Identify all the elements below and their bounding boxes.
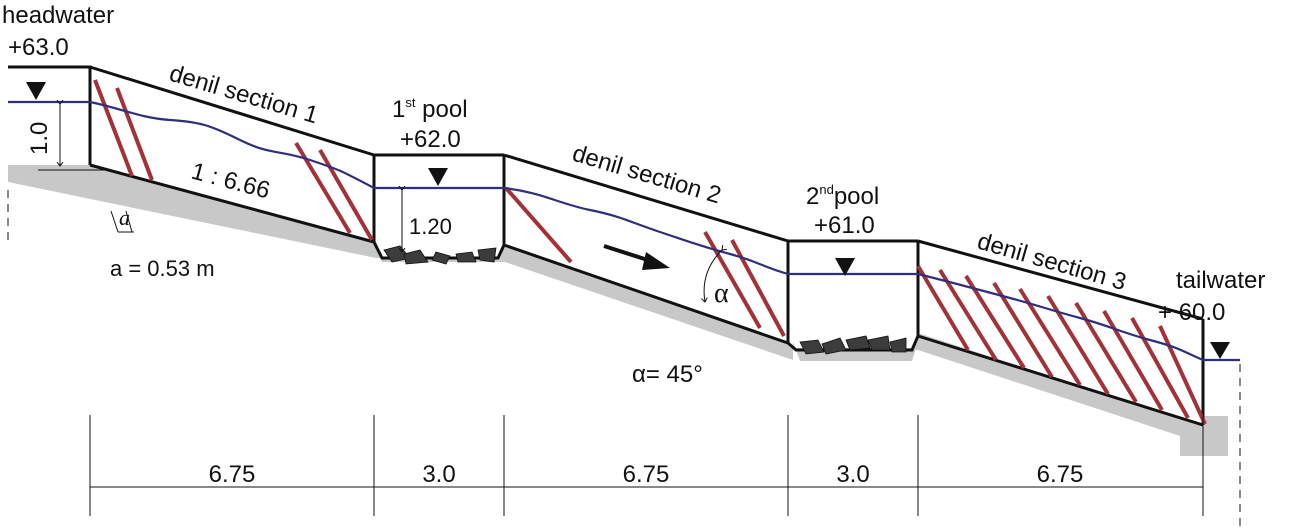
spacing-symbol [110, 210, 134, 233]
section-1-label: denil section 1 [166, 60, 321, 129]
water-level-icon [835, 258, 855, 276]
water-surface [8, 100, 1240, 362]
baffle [504, 186, 573, 264]
pool-1-elevation: +62.0 [400, 126, 461, 153]
tailwater-label: tailwater [1176, 267, 1265, 294]
pool-2-label: 2ndpool [806, 182, 879, 210]
baffle [1130, 317, 1190, 419]
pool-2-elevation: +61.0 [814, 212, 875, 239]
water-level-icon [1210, 342, 1230, 359]
baffle [964, 274, 1026, 370]
length-label: 3.0 [836, 461, 869, 488]
pool-1-label: 1st pool [392, 95, 468, 123]
baffle [992, 281, 1054, 379]
water-level-markers [26, 82, 1230, 359]
pool-1-depth-label: 1.20 [409, 214, 452, 239]
headwater-label: headwater [2, 2, 114, 29]
baffle [115, 87, 154, 181]
baffle [1018, 287, 1082, 387]
length-label: 6.75 [209, 461, 256, 488]
flow-arrow [603, 244, 670, 270]
length-label: 6.75 [623, 461, 670, 488]
baffle-spacing-label: a = 0.53 m [110, 256, 215, 281]
tailwater-elevation: + 60.0 [1158, 299, 1225, 326]
baffle [93, 79, 134, 177]
baffle [1158, 325, 1207, 425]
angle-arc [704, 250, 722, 302]
length-dimension-chain [89, 415, 1204, 516]
water-level-icon [26, 82, 46, 100]
channel-bed [8, 165, 1228, 456]
depth-dimensions [38, 104, 402, 252]
pool-rocks [383, 245, 907, 355]
headwater-elevation: +63.0 [8, 34, 69, 61]
baffle [318, 148, 374, 242]
headwater-depth-label: 1.0 [26, 122, 53, 155]
angle-value-label: α= 45° [632, 361, 703, 388]
spacing-symbol-label: a [119, 205, 130, 230]
baffle [916, 264, 970, 352]
length-label: 3.0 [422, 461, 455, 488]
length-label: 6.75 [1037, 461, 1084, 488]
angle-symbol: α [714, 278, 729, 309]
water-level-icon [428, 168, 448, 186]
baffle [938, 268, 998, 362]
